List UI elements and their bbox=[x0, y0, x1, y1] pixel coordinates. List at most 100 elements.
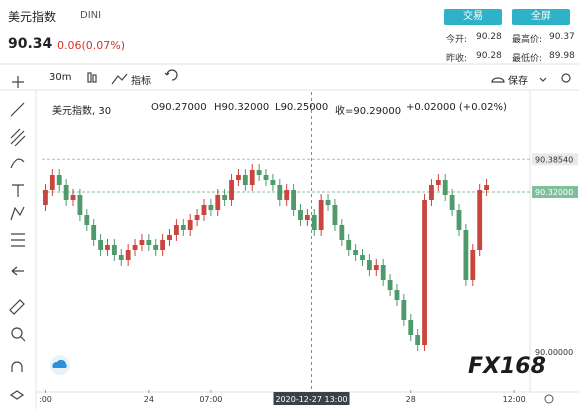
candle-body bbox=[422, 200, 427, 345]
candle-body bbox=[49, 175, 55, 190]
x-tick-label: 24 bbox=[144, 395, 154, 404]
indicators-button[interactable]: 指标 bbox=[131, 76, 151, 87]
price: 90.34 bbox=[8, 36, 53, 52]
candle-body bbox=[222, 195, 228, 200]
candle-body bbox=[187, 220, 193, 230]
candle-body bbox=[270, 180, 276, 185]
candle-body bbox=[277, 185, 283, 200]
candle-body bbox=[167, 235, 172, 240]
stat-label: 最高价: bbox=[512, 35, 543, 45]
candle-body bbox=[153, 245, 159, 250]
candle-body bbox=[387, 280, 393, 290]
candle-body bbox=[229, 180, 234, 200]
candle-body bbox=[63, 185, 69, 200]
candle-body bbox=[394, 290, 400, 300]
candle-body bbox=[318, 200, 324, 230]
candle-body bbox=[415, 335, 421, 345]
candle-body bbox=[484, 185, 489, 190]
y-tick-label: 90.38540 bbox=[535, 155, 573, 164]
candle-body bbox=[105, 245, 110, 250]
candle-body bbox=[84, 215, 90, 225]
candle-body bbox=[132, 245, 138, 250]
candle-body bbox=[456, 210, 462, 230]
candle-body bbox=[180, 225, 186, 230]
price-label-bg bbox=[532, 153, 578, 166]
drawing-tools[interactable] bbox=[9, 76, 26, 400]
settings-icon[interactable] bbox=[544, 394, 554, 404]
candle-body bbox=[91, 225, 97, 240]
candle-body bbox=[284, 190, 290, 200]
candle-body bbox=[118, 255, 124, 260]
candle-body bbox=[373, 265, 379, 270]
candle-body bbox=[236, 175, 241, 180]
candle-body bbox=[173, 225, 179, 235]
stat-value: 89.98 bbox=[549, 51, 575, 61]
price-label-bg bbox=[532, 186, 578, 198]
price-change: 0.06(0.07%) bbox=[57, 39, 126, 52]
stat-value: 90.28 bbox=[476, 51, 502, 61]
candle-body bbox=[408, 320, 414, 335]
candle-body bbox=[160, 240, 166, 250]
candle-body bbox=[298, 210, 303, 220]
x-tick-label: :00 bbox=[39, 395, 52, 404]
interval[interactable]: 30m bbox=[49, 72, 72, 83]
candle-body bbox=[111, 245, 117, 255]
stat-label: 今开: bbox=[446, 35, 468, 45]
candle-body bbox=[477, 190, 483, 250]
candle-body bbox=[449, 195, 455, 210]
candle-body bbox=[249, 170, 255, 185]
candle-body bbox=[435, 180, 441, 185]
y-tick-label: 90.32000 bbox=[535, 188, 573, 197]
legend-low: L90.25000 bbox=[275, 102, 329, 113]
y-tick-label: 90.00000 bbox=[535, 348, 573, 357]
trade-button[interactable]: 交易 bbox=[444, 9, 502, 25]
candle-body bbox=[242, 175, 248, 185]
candle-body bbox=[56, 175, 62, 185]
x-tick-label: 12:00 bbox=[503, 395, 526, 404]
x-tick-label: 28 bbox=[406, 395, 416, 404]
toolbar-icons[interactable] bbox=[87, 69, 571, 85]
candle-body bbox=[470, 250, 476, 280]
candle-body bbox=[201, 205, 207, 215]
candle-body bbox=[291, 190, 296, 210]
legend-close: 收=90.29000 bbox=[335, 106, 402, 117]
stat-label: 昨收: bbox=[446, 54, 468, 64]
candle-body bbox=[353, 250, 359, 255]
stat-value: 90.37 bbox=[549, 32, 575, 42]
candle-body bbox=[125, 250, 131, 260]
x-tick-label: 2020-12-27 13:00 bbox=[275, 395, 347, 404]
candle-body bbox=[215, 195, 221, 210]
candle-body bbox=[43, 190, 48, 205]
candle-body bbox=[332, 205, 338, 225]
stat-value: 90.28 bbox=[476, 32, 502, 42]
candle-body bbox=[311, 215, 317, 230]
watermark: FX168 bbox=[468, 354, 546, 379]
price-label-bg bbox=[532, 346, 578, 358]
candle-body bbox=[139, 240, 145, 245]
legend-change: +0.02000 (+0.02%) bbox=[406, 102, 507, 113]
candle-body bbox=[366, 260, 372, 270]
x-tick-label: 07:00 bbox=[199, 395, 222, 404]
symbol-code: DINI bbox=[80, 10, 102, 21]
candle-body bbox=[339, 225, 345, 240]
legend-name: 美元指数, 30 bbox=[52, 106, 112, 117]
candle-body bbox=[98, 240, 103, 250]
widget-icon[interactable] bbox=[50, 355, 70, 375]
candle-body bbox=[263, 175, 269, 180]
candle-body bbox=[194, 215, 200, 220]
candle-body bbox=[304, 215, 310, 220]
candle-body bbox=[77, 195, 83, 215]
candle-body bbox=[346, 240, 352, 250]
legend-high: H90.32000 bbox=[214, 102, 270, 113]
symbol-title: 美元指数 bbox=[8, 10, 57, 24]
candle-body bbox=[70, 195, 76, 200]
fullscreen-button[interactable]: 全屏 bbox=[512, 9, 570, 25]
candle-body bbox=[401, 300, 407, 320]
crosshair-label-bg bbox=[273, 392, 350, 405]
candle-body bbox=[208, 205, 214, 210]
stat-label: 最低价: bbox=[512, 54, 543, 64]
save-button[interactable]: 保存 bbox=[508, 76, 528, 87]
candle-body bbox=[360, 255, 365, 260]
